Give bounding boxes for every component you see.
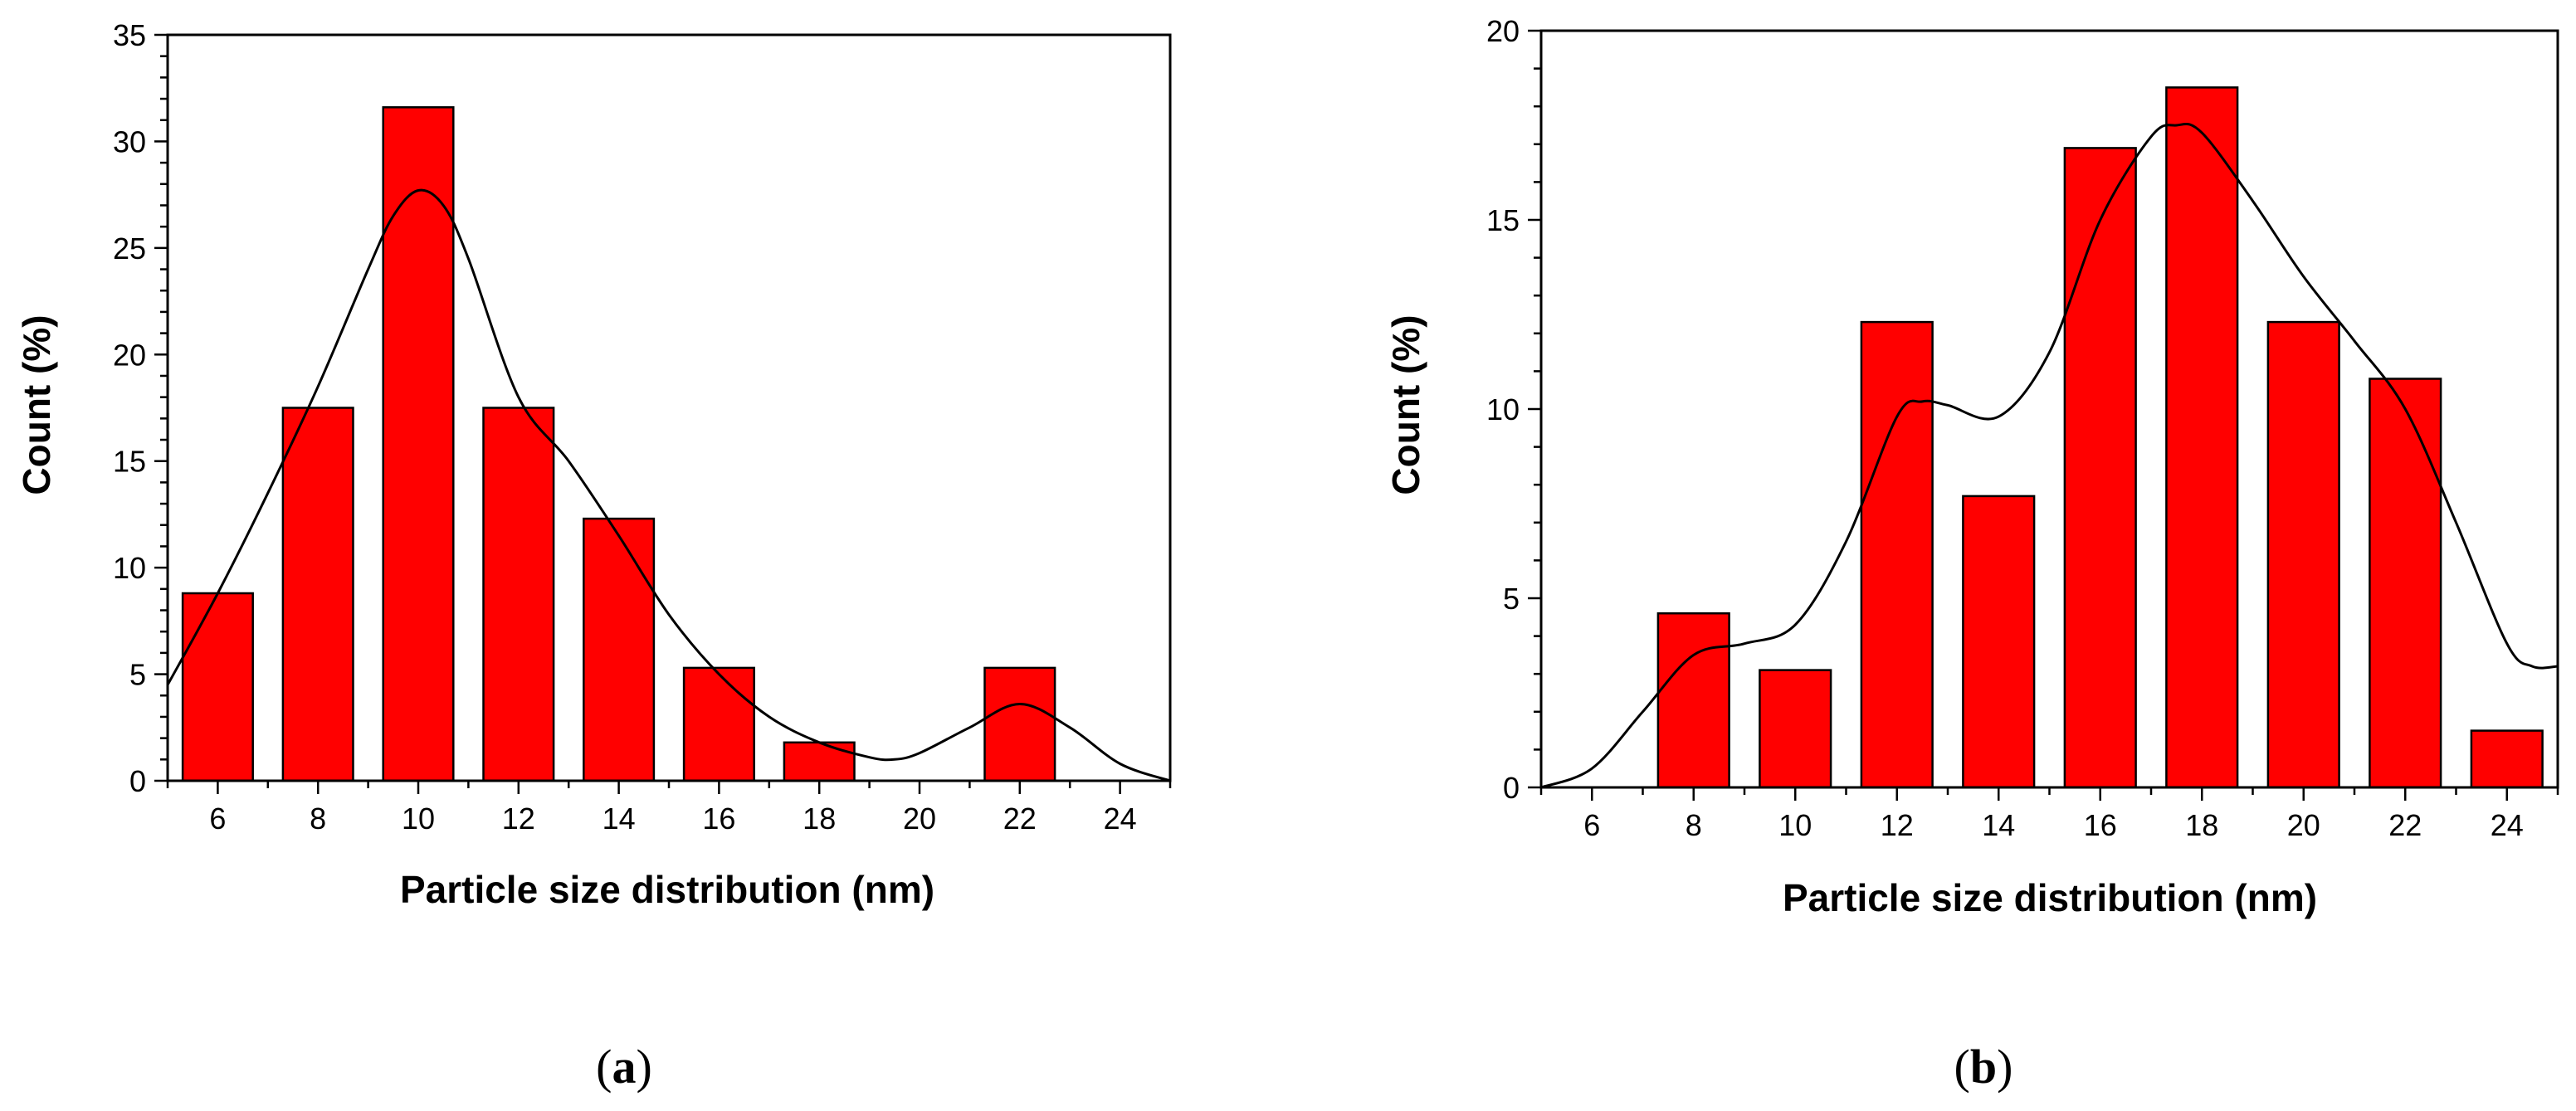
bar-b-14: [1962, 495, 2036, 789]
bar-b-20: [2266, 320, 2340, 789]
bar-a-22: [983, 666, 1056, 782]
y-tick-label-a-15: 15: [113, 445, 146, 479]
chart-panel-b: 6 8 10 12 14 16 18 20 22 24 0 5 10 15 20 Particle size…: [1384, 14, 2559, 919]
x-tick-label-b-14: 14: [1982, 808, 2015, 842]
x-tick-label-b-12: 12: [1881, 808, 1914, 842]
bar-b-16: [2063, 147, 2137, 789]
bar-b-18: [2165, 86, 2239, 789]
bar-a-8: [281, 407, 354, 782]
y-tick-label-a-20: 20: [113, 338, 146, 372]
bar-b-12: [1860, 320, 1934, 789]
bar-b-22: [2369, 378, 2442, 789]
plot-area-a: 6 8 10 12 14 16 18 20 22 24 0 5 10 15 20 25 30 35: [113, 18, 1172, 836]
x-tick-label-a-22: 22: [1003, 802, 1037, 836]
caption-a-open: (: [596, 1040, 612, 1094]
bar-a-16: [682, 666, 755, 782]
x-tick-label-a-24: 24: [1104, 802, 1137, 836]
y-tick-label-b-0: 0: [1503, 771, 1520, 805]
y-axis-title-a: Count (%): [15, 314, 58, 495]
x-tick-label-a-20: 20: [903, 802, 936, 836]
x-axis-title-b: Particle size distribution (nm): [1783, 876, 2317, 919]
x-tick-label-a-16: 16: [702, 802, 735, 836]
plot-area-b: 6 8 10 12 14 16 18 20 22 24 0 5 10 15 20: [1486, 14, 2559, 842]
x-tick-label-b-6: 6: [1583, 808, 1600, 842]
caption-b: (b): [1954, 1040, 2013, 1094]
x-tick-label-b-24: 24: [2491, 808, 2524, 842]
caption-b-open: (: [1954, 1040, 1970, 1094]
caption-a-letter: a: [612, 1040, 637, 1094]
chart-panel-a: 6 8 10 12 14 16 18 20 22 24 0 5 10 15 20 25 30 35 Particl…: [15, 18, 1172, 911]
x-tick-label-a-6: 6: [209, 802, 226, 836]
bar-b-10: [1759, 669, 1832, 789]
y-tick-label-a-10: 10: [113, 551, 146, 585]
x-axis-title-a: Particle size distribution (nm): [400, 868, 934, 911]
x-tick-label-b-8: 8: [1686, 808, 1702, 842]
x-tick-label-b-22: 22: [2388, 808, 2422, 842]
bar-a-6: [181, 592, 254, 782]
x-tick-label-a-8: 8: [310, 802, 326, 836]
x-tick-label-a-10: 10: [402, 802, 435, 836]
bar-a-14: [583, 517, 656, 782]
y-tick-label-b-20: 20: [1486, 14, 1520, 48]
caption-b-letter: b: [1970, 1040, 1997, 1094]
y-tick-label-b-10: 10: [1486, 392, 1520, 426]
y-tick-label-a-0: 0: [129, 764, 146, 798]
y-tick-label-b-5: 5: [1503, 582, 1520, 616]
y-tick-label-a-30: 30: [113, 124, 146, 158]
bar-a-18: [783, 741, 856, 782]
y-tick-label-a-25: 25: [113, 231, 146, 266]
x-tick-label-a-14: 14: [603, 802, 636, 836]
bar-b-8: [1656, 612, 1730, 789]
fit-curve-a: [166, 188, 1171, 782]
caption-b-close: ): [1997, 1040, 2013, 1094]
x-tick-label-b-18: 18: [2185, 808, 2218, 842]
bar-a-10: [382, 106, 455, 782]
y-tick-label-a-5: 5: [129, 658, 146, 692]
y-axis-title-b: Count (%): [1384, 314, 1427, 495]
y-tick-label-b-15: 15: [1486, 203, 1520, 237]
x-tick-label-a-18: 18: [803, 802, 836, 836]
x-tick-label-b-16: 16: [2084, 808, 2117, 842]
bar-a-12: [482, 407, 555, 782]
x-tick-label-b-20: 20: [2287, 808, 2320, 842]
bar-b-24: [2470, 729, 2544, 789]
fit-curve-b: [1540, 123, 2559, 789]
y-tick-label-a-35: 35: [113, 18, 146, 52]
caption-a: (a): [596, 1040, 652, 1094]
caption-a-close: ): [637, 1040, 652, 1094]
x-tick-label-b-10: 10: [1778, 808, 1812, 842]
x-tick-label-a-12: 12: [502, 802, 535, 836]
